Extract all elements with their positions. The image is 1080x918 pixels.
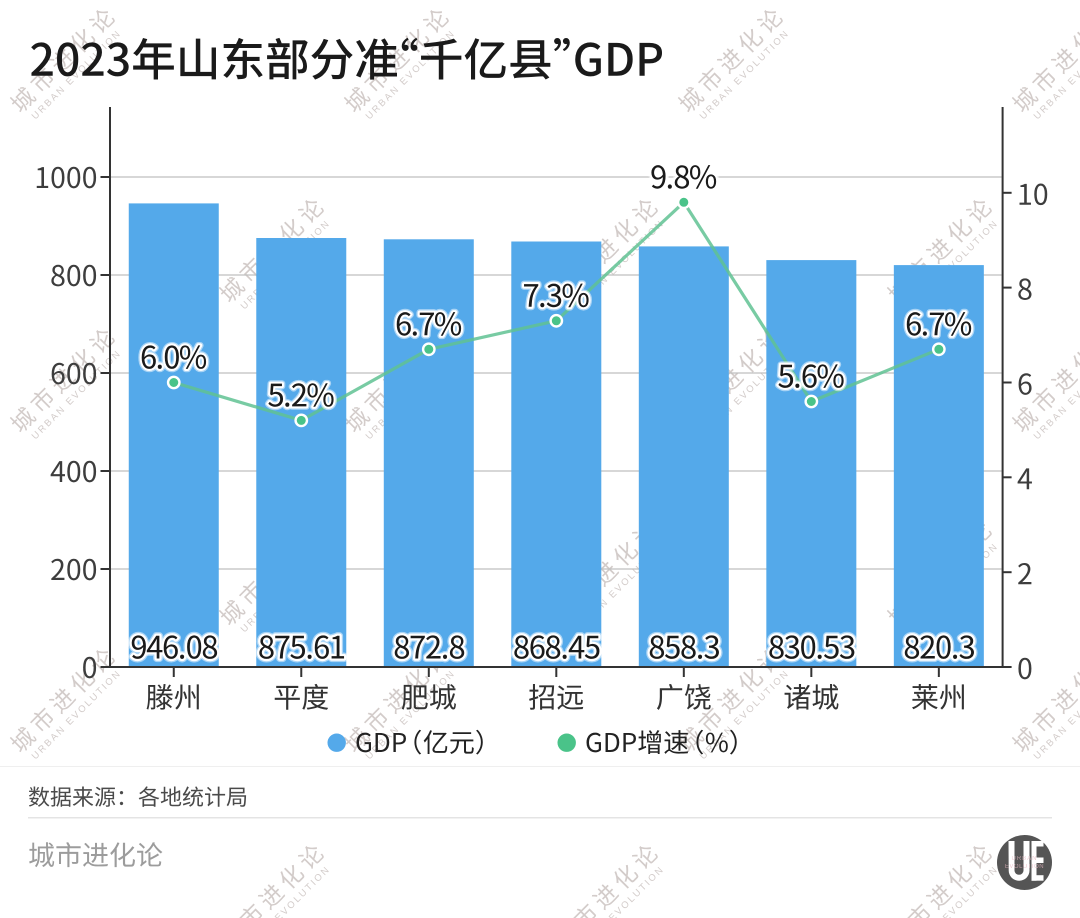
svg-text:EVOLUTION: EVOLUTION <box>1005 864 1044 870</box>
svg-text:URBAN: URBAN <box>1011 856 1037 862</box>
